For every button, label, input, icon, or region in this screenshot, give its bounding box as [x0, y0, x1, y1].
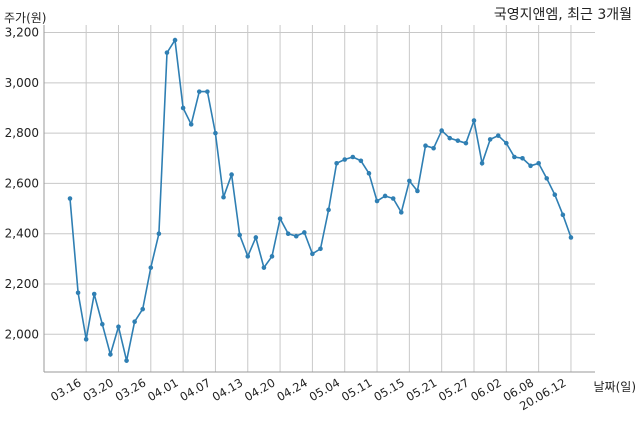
data-point — [495, 133, 501, 138]
y-tick-label: 3,000 — [5, 76, 39, 90]
data-point — [512, 154, 517, 160]
data-point — [431, 145, 436, 151]
data-point — [132, 319, 137, 325]
data-point — [221, 194, 226, 200]
y-tick-label: 2,800 — [5, 126, 39, 140]
data-point — [188, 122, 194, 127]
data-point — [124, 358, 129, 363]
data-point — [156, 231, 162, 237]
y-tick-label: 2,400 — [5, 227, 39, 241]
data-point — [398, 210, 404, 215]
data-point — [148, 265, 154, 270]
data-point — [116, 324, 121, 330]
data-point — [261, 265, 267, 270]
data-point — [520, 155, 525, 161]
data-point — [439, 128, 444, 133]
x-tick-label: 04.01 — [145, 375, 181, 404]
data-point — [479, 160, 485, 166]
x-tick-label: 05.15 — [371, 375, 407, 404]
x-tick-label: 06.02 — [468, 375, 504, 404]
x-tick-label: 04.07 — [177, 375, 213, 404]
data-point — [75, 290, 81, 296]
data-point — [455, 138, 461, 143]
data-point — [560, 212, 566, 218]
data-point — [358, 158, 364, 164]
data-point — [350, 154, 356, 160]
x-tick-label: 05.11 — [339, 375, 375, 404]
x-tick-label: 04.20 — [242, 375, 278, 404]
data-point — [334, 160, 339, 166]
data-point — [471, 118, 477, 123]
data-point — [487, 137, 493, 142]
data-point — [463, 140, 469, 146]
y-axis-label: 주가(원) — [4, 11, 46, 25]
chart-title: 국영지앤엠, 최근 3개월 — [494, 7, 632, 23]
data-point — [277, 216, 283, 221]
data-point — [568, 235, 574, 240]
x-tick-label: 04.24 — [274, 375, 310, 404]
data-point — [318, 246, 323, 252]
data-point — [447, 135, 453, 141]
data-point — [302, 230, 307, 235]
data-point — [213, 130, 218, 136]
data-point — [67, 196, 73, 201]
data-point — [423, 143, 428, 148]
data-point — [293, 233, 299, 239]
data-point — [382, 193, 388, 199]
data-point — [415, 188, 420, 194]
y-tick-label: 2,600 — [5, 176, 39, 190]
data-point — [91, 291, 97, 297]
grid — [44, 25, 595, 372]
y-tick-label: 2,200 — [5, 277, 39, 291]
data-point — [342, 157, 348, 162]
data-point — [83, 337, 89, 342]
data-point — [374, 198, 380, 204]
data-point — [544, 176, 550, 181]
data-point — [172, 37, 178, 43]
data-point — [140, 306, 146, 312]
data-point — [205, 89, 210, 94]
series-line — [69, 37, 572, 361]
tick-labels: 2,000 2,200 2,400 2,600 2,800 3,000 3,200 03.16… — [5, 26, 569, 414]
data-point — [229, 172, 234, 177]
data-point — [108, 352, 113, 357]
data-point — [180, 105, 186, 111]
data-point — [366, 171, 372, 176]
data-point — [552, 192, 558, 198]
data-point — [164, 50, 170, 55]
x-tick-label: 04.13 — [210, 375, 246, 404]
x-tick-label: 05.04 — [307, 375, 343, 404]
data-point — [536, 160, 541, 166]
y-tick-label: 3,200 — [5, 26, 39, 40]
data-point — [310, 251, 315, 257]
x-tick-label: 03.20 — [80, 375, 116, 404]
data-point — [407, 178, 412, 184]
data-point — [285, 231, 291, 237]
data-point — [269, 254, 275, 259]
data-point — [245, 254, 251, 259]
data-point — [504, 140, 509, 146]
data-point — [326, 207, 331, 213]
series-price — [67, 37, 574, 363]
x-axis-label: 날짜(일) — [594, 380, 636, 394]
data-point — [390, 196, 396, 201]
y-tick-label: 2,000 — [5, 327, 39, 341]
data-point — [237, 232, 242, 238]
x-tick-label: 03.16 — [48, 375, 84, 404]
x-tick-label: 03.26 — [113, 375, 149, 404]
axes — [43, 25, 595, 373]
data-point — [196, 89, 202, 94]
data-point — [100, 321, 105, 327]
data-point — [253, 235, 259, 240]
x-tick-label: 05.27 — [436, 375, 472, 404]
data-point — [528, 163, 533, 169]
x-tick-label: 05.21 — [404, 375, 440, 404]
